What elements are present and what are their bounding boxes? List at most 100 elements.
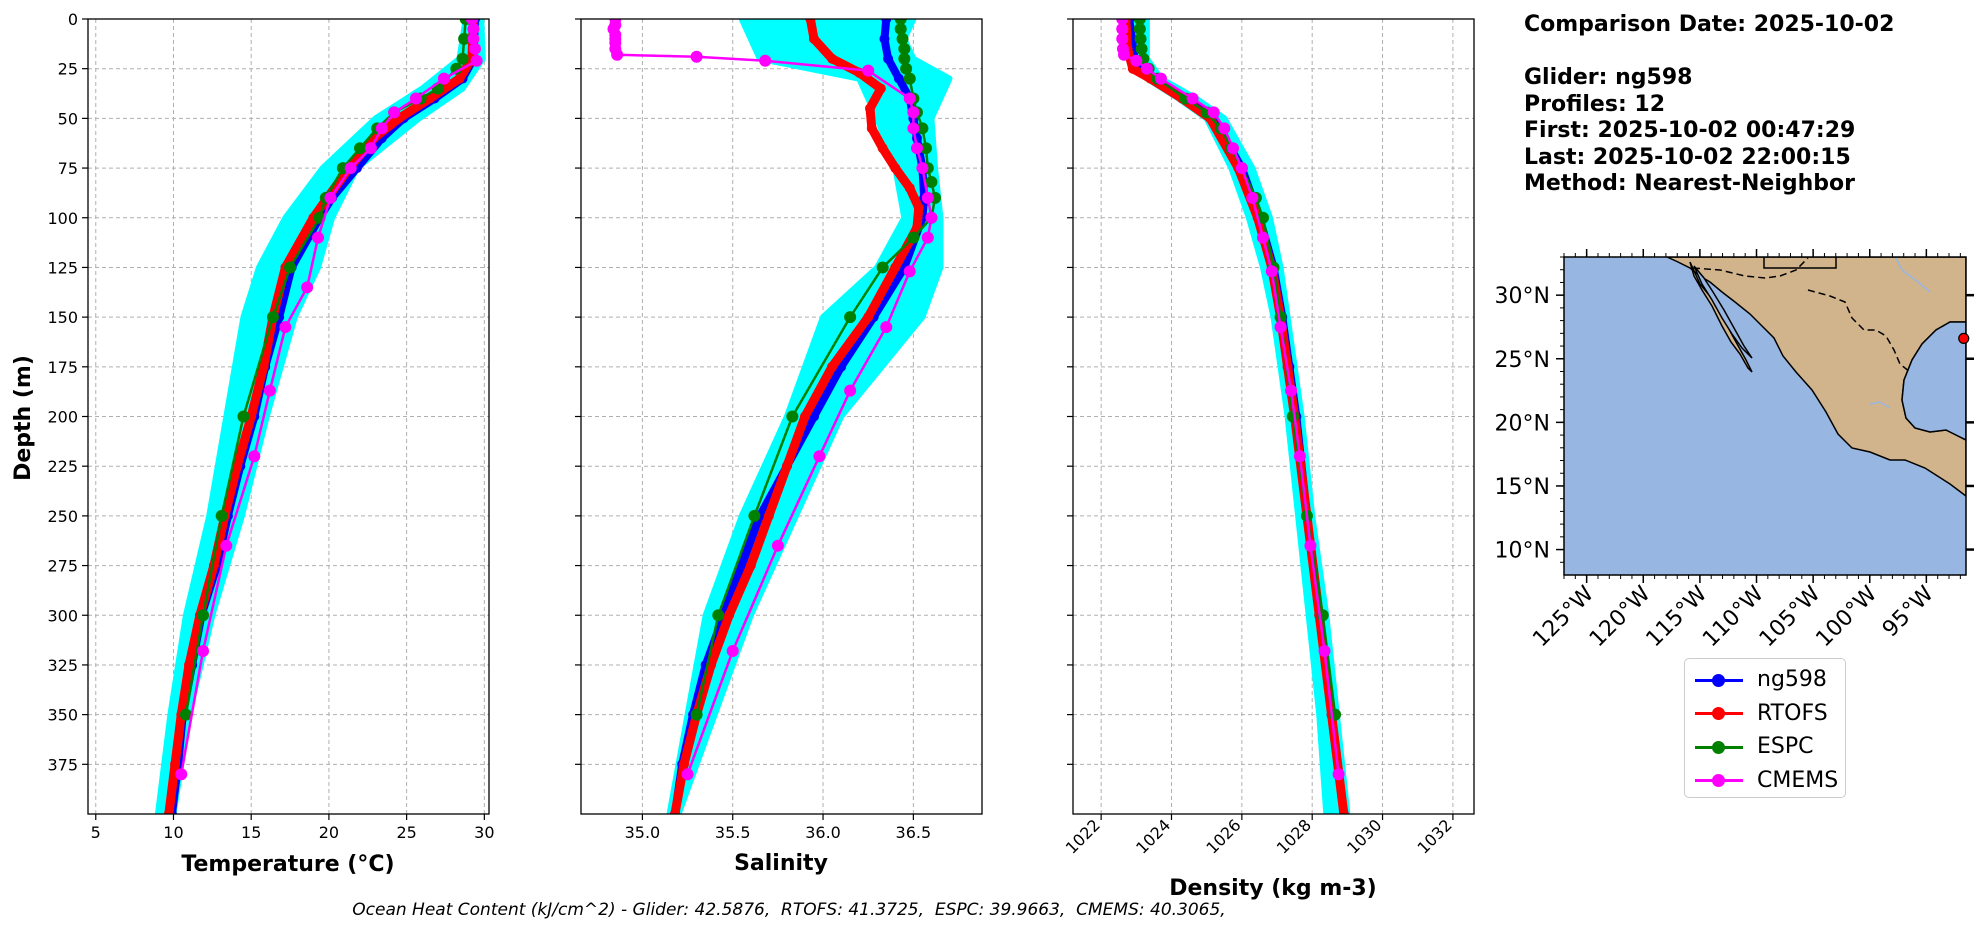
x-tick-label: 1024 [1132,815,1174,857]
map-lat-label: 10°N [1495,539,1550,564]
series-point-cmems [467,32,480,45]
series-point-cmems [467,22,480,35]
series-point-rtofs [904,182,915,193]
legend-label-espc: ESPC [1757,734,1814,760]
series-point-rtofs [827,361,838,372]
series-point-cmems [925,211,938,224]
series-point-espc [690,708,703,721]
series-point-cmems [862,64,875,77]
temperature-yticks: 0 25 50 75 100 125 150 175 200 225 250 275 300 325 350… [47,10,88,774]
map-lat-label: 15°N [1495,475,1550,500]
series-point-rtofs [781,461,792,472]
series-point-espc [907,231,920,244]
series-point-espc [215,509,228,522]
temperature-axes-frame [87,18,490,815]
series-point-cmems [1154,72,1167,85]
x-tick-label: 1022 [1062,815,1104,857]
glider-profiles-envelope [154,19,486,814]
y-tick-label: 225 [47,457,78,476]
series-point-cmems [907,106,920,119]
series-point-cmems [910,142,923,155]
series-point-rtofs [163,809,174,814]
series-point-cmems [1116,19,1129,25]
series-point-cmems [921,231,934,244]
series-point-espc [237,410,250,423]
legend-swatch-cmems [1695,772,1743,788]
legend-item-rtofs: RTOFS [1685,697,1845,731]
series-point-espc [786,410,799,423]
series-point-cmems [1235,162,1248,175]
temperature-xlabel: Temperature (°C) [181,852,394,877]
series-point-cmems [1256,231,1269,244]
series-point-cmems [437,72,450,85]
series-point-rtofs [827,53,838,64]
salinity-yticks [575,18,581,765]
map-station-marker [1958,332,1970,345]
map-lon-label: 115°W [1642,581,1713,652]
series-point-cmems [813,450,826,463]
legend-swatch-ng598 [1695,672,1743,688]
x-tick-label: 36.5 [896,823,932,842]
first-time: First: 2025-10-02 00:47:29 [1524,118,1856,143]
y-tick-label: 375 [47,755,78,774]
glider-profile-point [765,35,773,43]
y-tick-label: 200 [47,408,78,427]
legend-label-rtofs: RTOFS [1757,700,1828,726]
x-tick-label: 35.5 [715,823,751,842]
series-point-cmems [388,106,401,119]
map-frame [1563,256,1967,576]
map-ocean-gulf [1901,321,1966,441]
legend: ng598 RTOFS ESPC CMEMS [1684,658,1846,798]
density-panel: 1022 1024 1026 1028 1030 1032 Density (kg m-3… [1062,18,1475,901]
series-point-espc [1133,19,1146,25]
series-point-cmems [903,265,916,278]
glider-profile-point [747,25,755,33]
map-lat-label: 30°N [1495,284,1550,309]
x-tick-label: 36.0 [805,823,841,842]
series-point-espc [1134,32,1147,45]
series-line-ng598 [670,19,929,814]
density-xticks: 1022 1024 1026 1028 1030 1032 [1062,814,1456,858]
series-point-cmems [312,231,325,244]
series-point-rtofs [866,123,877,134]
temperature-series [163,19,483,814]
series-point-espc [266,311,279,324]
series-point-cmems [1265,265,1278,278]
x-tick-label: 25 [396,823,416,842]
y-tick-label: 50 [58,109,78,128]
x-tick-label: 15 [241,823,261,842]
series-point-espc [896,32,909,45]
series-point-cmems [469,42,482,55]
legend-item-cmems: CMEMS [1685,764,1845,798]
comparison-date: Comparison Date: 2025-10-02 [1524,12,1895,37]
temperature-xticks: 5 10 15 20 25 30 [91,814,495,842]
map-lon-label: 110°W [1698,581,1769,652]
x-tick-label: 10 [163,823,183,842]
x-tick-label: 1032 [1413,815,1455,857]
ohc-footer: Ocean Heat Content (kJ/cm^2) - Glider: 4… [352,900,1226,920]
series-point-cmems [690,50,703,63]
series-point-rtofs [745,560,756,571]
series-point-rtofs [678,759,689,770]
series-point-rtofs [424,93,435,104]
series-point-cmems [175,768,188,781]
series-point-cmems [279,321,292,334]
series-point-rtofs [669,809,680,814]
last-time: Last: 2025-10-02 22:00:15 [1524,144,1851,170]
series-point-ng598 [881,19,892,24]
series-point-espc [898,52,911,65]
map-lake [1869,401,1891,409]
series-point-cmems [1130,54,1143,67]
series-point-espc [894,22,907,35]
series-point-espc [450,62,463,75]
series-point-ng598 [736,560,747,571]
series-point-ng598 [809,411,820,422]
series-point-cmems [759,54,772,67]
series-point-cmems [301,281,314,294]
y-tick-label: 0 [68,10,78,29]
series-point-rtofs [809,33,820,44]
map-lon-label: 120°W [1585,581,1656,652]
glider-profile-point [783,41,791,49]
y-tick-label: 25 [58,60,78,79]
